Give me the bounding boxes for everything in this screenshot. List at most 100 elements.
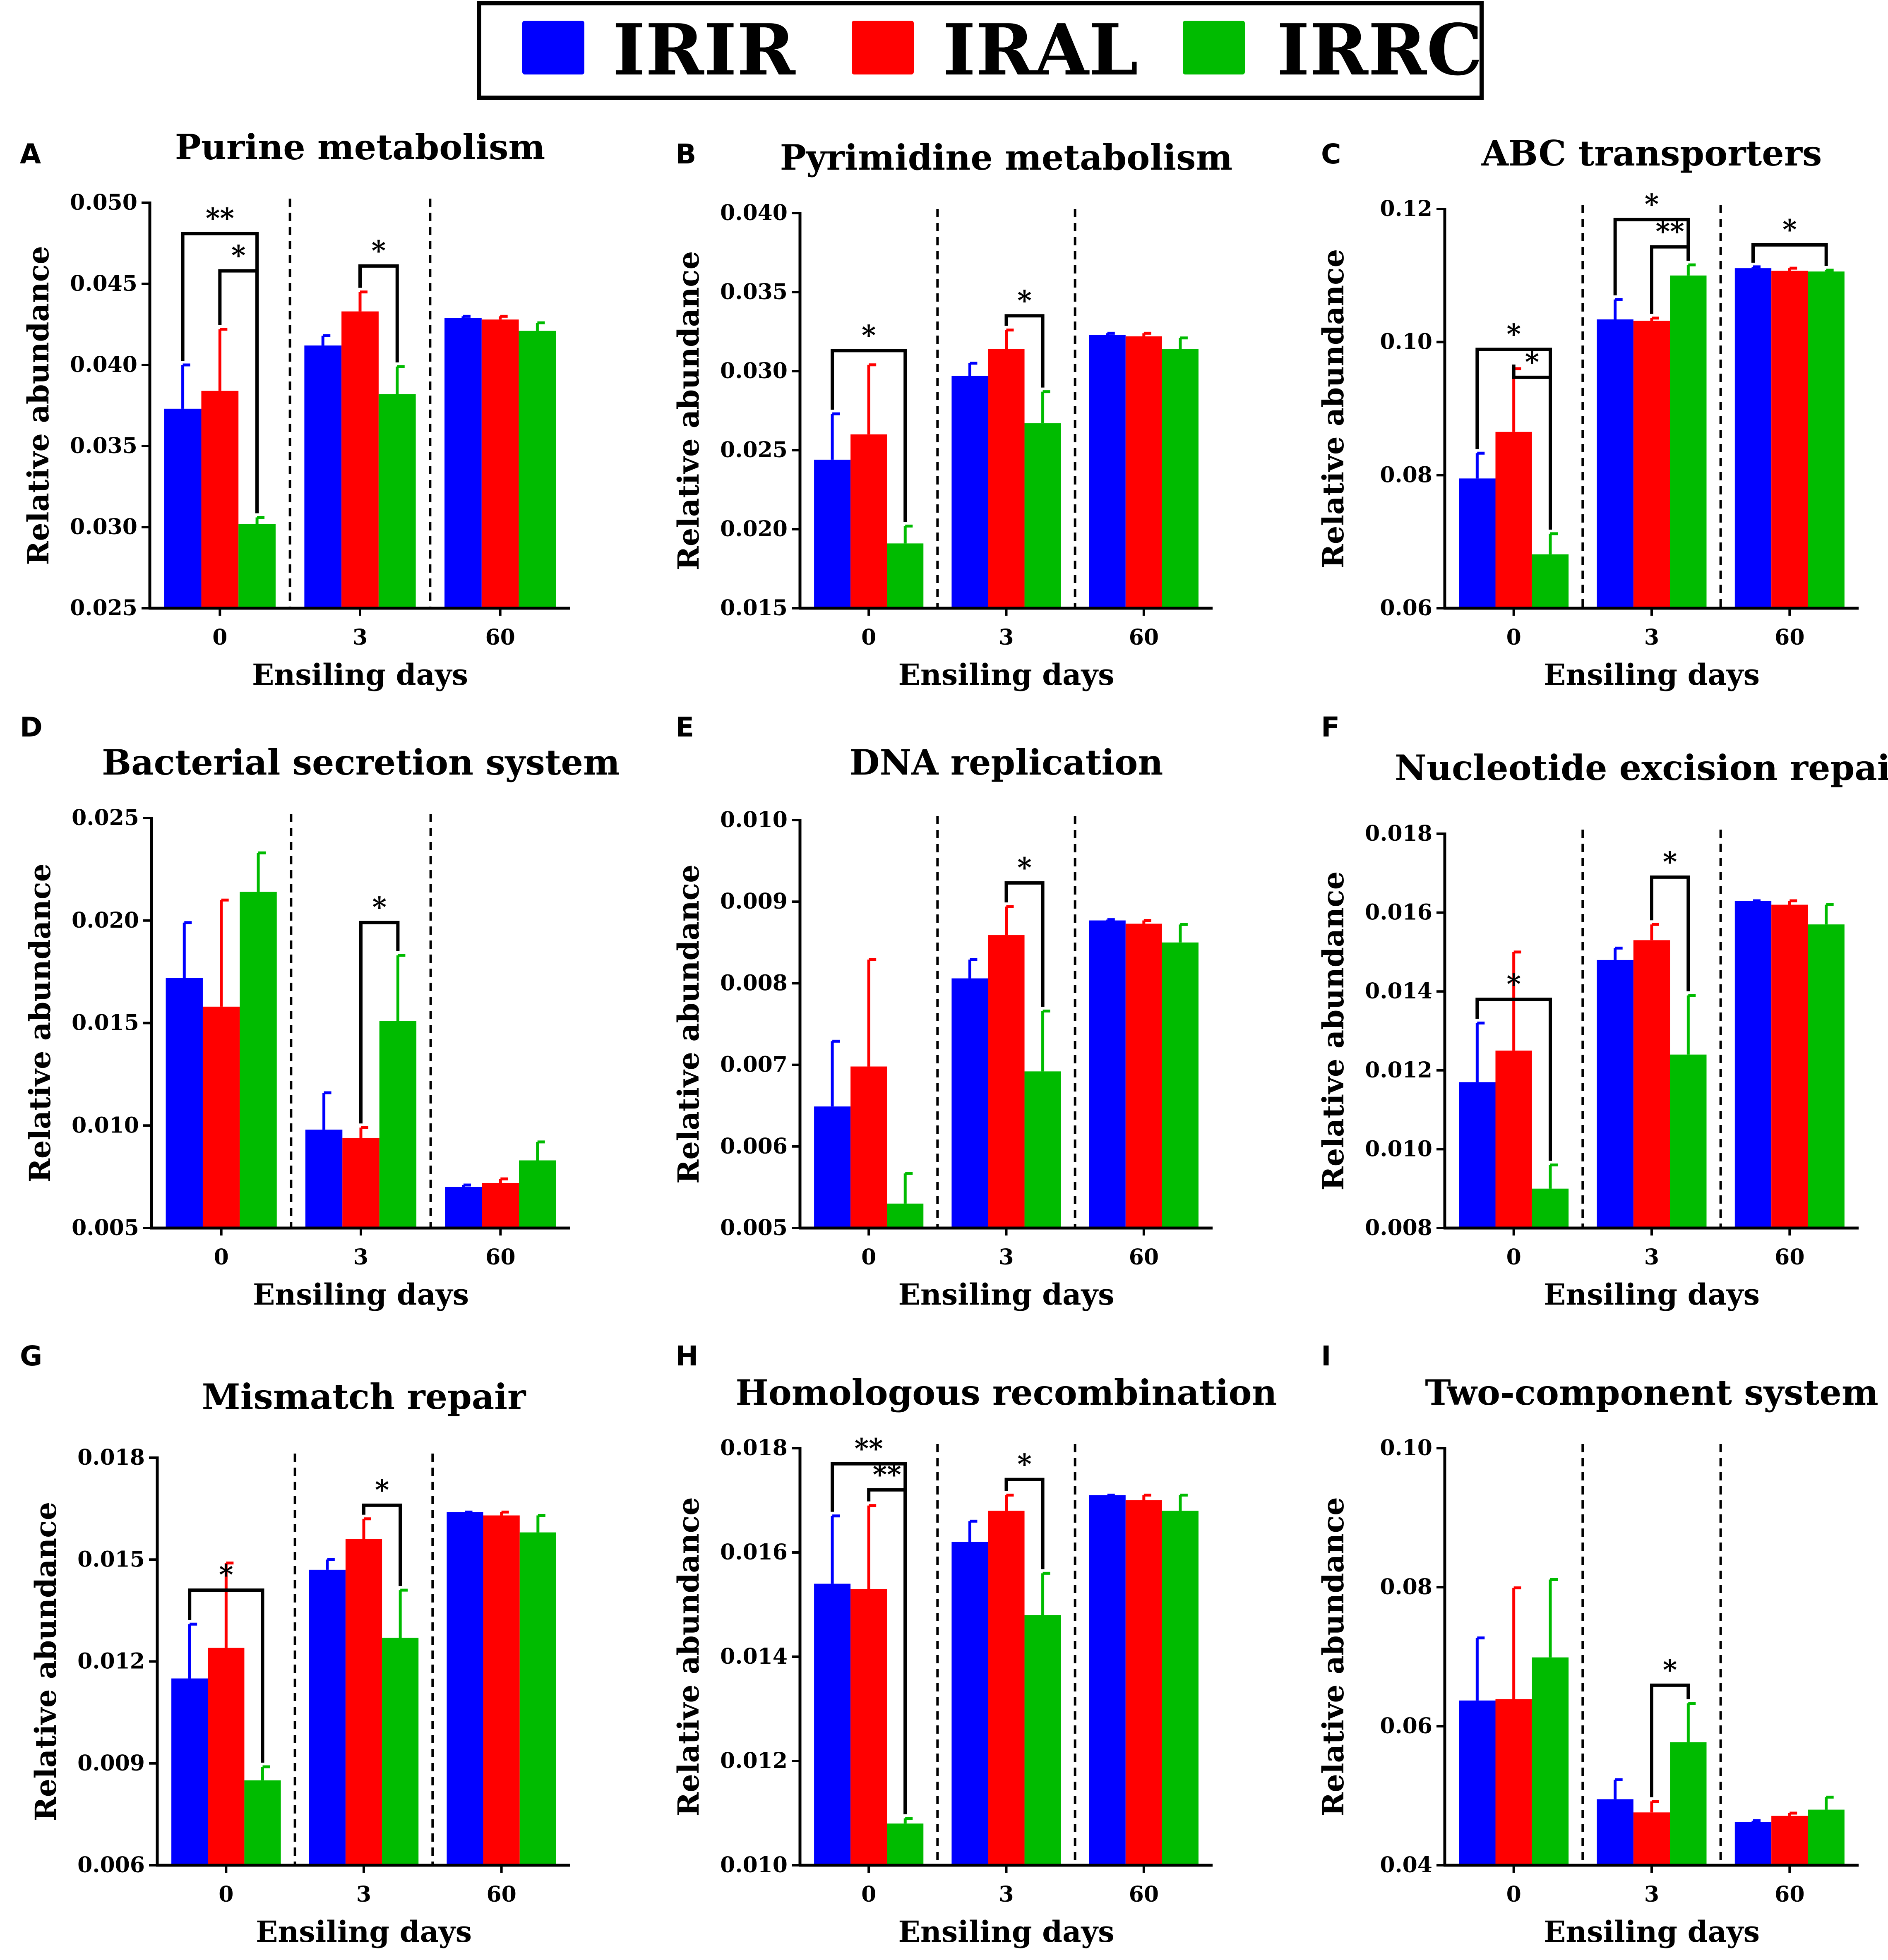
bar-irrc-day-3 [1024, 1071, 1061, 1228]
panels: A Purine metabolism0.0250.0300.0350.0400.… [20, 127, 1888, 1949]
bar-irrc-day-0 [240, 892, 277, 1228]
chart-title: DNA replication [850, 742, 1163, 783]
bar-iral-day-3 [1633, 1812, 1670, 1865]
chart-panel-h: H Homologous recombination 0.010 0.012 0.014… [671, 1340, 1277, 1949]
significance-label: * [1663, 846, 1677, 878]
y-tick-label: 0.012 [720, 1748, 788, 1773]
y-tick-label: 0.008 [1365, 1215, 1432, 1240]
significance-label: * [372, 235, 386, 267]
y-tick-label: 0.06 [1380, 1713, 1432, 1739]
y-tick-label: 0.005 [720, 1215, 788, 1240]
y-tick-label: 0.014 [720, 1644, 788, 1669]
bar-irrc-day-0 [1532, 554, 1569, 608]
bar-iral-day-60 [1771, 271, 1808, 608]
bar-irir-day-3 [304, 345, 342, 608]
y-tick-label: 0.016 [720, 1540, 788, 1565]
y-axis-label: Relative abundance [671, 251, 706, 571]
bar-irrc-day-3 [1024, 1615, 1061, 1865]
panel-letter: F [1321, 711, 1340, 743]
y-tick-label: 0.018 [77, 1445, 145, 1470]
x-axis-label: Ensiling days [253, 1277, 469, 1312]
bar-irrc-day-60 [1808, 924, 1845, 1228]
chart-title: Nucleotide excision repair [1395, 747, 1888, 788]
x-tick-label: 60 [485, 1245, 515, 1270]
bar-irir-day-0 [1459, 1700, 1496, 1865]
panel-letter: E [675, 711, 694, 743]
bar-irir-day-60 [1089, 920, 1126, 1228]
x-tick-label: 0 [219, 1882, 233, 1907]
bar-irir-day-60 [1089, 335, 1126, 608]
y-tick-label: 0.10 [1380, 329, 1432, 355]
y-tick-label: 0.006 [77, 1852, 145, 1878]
y-axis-label: Relative abundance [671, 864, 706, 1184]
y-tick-label: 0.010 [1365, 1136, 1432, 1161]
x-tick-label: 0 [214, 1245, 229, 1270]
chart-panel-g: G Mismatch repair 0.006 0.009 0.012 0.015 0.01… [20, 1340, 570, 1949]
bar-irrc-day-0 [238, 524, 276, 608]
bar-irir-day-3 [1597, 319, 1633, 608]
legend-swatch-iral [852, 21, 914, 74]
bar-iral-day-60 [482, 1183, 519, 1228]
significance-bracket [1004, 881, 1045, 1007]
y-tick-label: 0.06 [1380, 595, 1432, 621]
chart-panel-i: I Two-component system 0.04 0.06 0.08 0.10 0 3 6… [1316, 1340, 1878, 1949]
significance-bracket [359, 921, 400, 1124]
panel-letter: A [20, 138, 41, 170]
bar-irrc-day-3 [382, 1638, 419, 1865]
significance-bracket [1004, 314, 1045, 388]
y-tick-label: 0.04 [1380, 1852, 1432, 1878]
bar-iral-day-0 [1495, 1051, 1532, 1228]
chart-panel-d: D Bacterial secretion system 0.005 0.010 0.0… [20, 711, 620, 1312]
y-tick-label: 0.008 [720, 970, 788, 996]
significance-label: * [1506, 968, 1521, 1000]
significance-label: * [372, 891, 387, 924]
y-axis-label: Relative abundance [23, 864, 57, 1183]
legend-label-irrc: IRRC [1277, 9, 1482, 91]
panel-letter: B [675, 138, 696, 170]
x-tick-label: 3 [999, 1882, 1014, 1907]
x-tick-label: 0 [861, 1245, 876, 1270]
x-axis-label: Ensiling days [252, 657, 468, 692]
bar-irir-day-0 [171, 1678, 208, 1865]
bar-irir-day-0 [1459, 478, 1496, 608]
bar-irir-day-3 [951, 376, 988, 608]
bar-irir-day-3 [1597, 960, 1633, 1228]
significance-bracket [1475, 998, 1552, 1161]
y-tick-label: 0.010 [72, 1113, 139, 1138]
significance-label: * [1017, 1448, 1032, 1480]
y-axis-label: Relative abundance [1316, 249, 1350, 569]
bar-iral-day-60 [1125, 924, 1162, 1228]
significance-bracket [1751, 243, 1828, 266]
bar-irrc-day-0 [244, 1780, 281, 1865]
bar-iral-day-0 [850, 1589, 887, 1865]
x-tick-label: 3 [999, 625, 1014, 650]
bar-irrc-day-3 [1670, 1742, 1707, 1865]
significance-label: ** [855, 1432, 883, 1465]
x-axis-label: Ensiling days [1544, 1914, 1760, 1949]
bar-irrc-day-60 [1162, 942, 1199, 1228]
bar-iral-day-3 [988, 935, 1025, 1228]
x-tick-label: 60 [1129, 1245, 1159, 1270]
bar-iral-day-3 [1633, 321, 1670, 608]
bar-irrc-day-0 [1532, 1657, 1569, 1865]
significance-label: * [862, 319, 876, 351]
significance-bracket [1512, 365, 1552, 530]
y-tick-label: 0.035 [720, 279, 788, 305]
significance-bracket [1613, 218, 1690, 295]
significance-bracket [1650, 245, 1690, 314]
bar-irir-day-60 [1089, 1495, 1126, 1865]
x-tick-label: 60 [1129, 625, 1159, 650]
bar-iral-day-0 [1495, 432, 1532, 608]
x-tick-label: 0 [861, 1882, 876, 1907]
y-tick-label: 0.040 [720, 200, 788, 226]
bar-irir-day-3 [951, 978, 988, 1228]
bar-irrc-day-3 [1024, 423, 1061, 608]
legend-swatch-irrc [1183, 21, 1245, 74]
y-tick-label: 0.018 [720, 1435, 788, 1461]
bar-irir-day-60 [447, 1512, 483, 1865]
bar-iral-day-3 [988, 1511, 1025, 1865]
y-tick-label: 0.010 [720, 1852, 788, 1878]
x-axis-label: Ensiling days [898, 657, 1114, 692]
bar-irrc-day-60 [1808, 1809, 1845, 1865]
y-tick-label: 0.12 [1380, 196, 1432, 221]
